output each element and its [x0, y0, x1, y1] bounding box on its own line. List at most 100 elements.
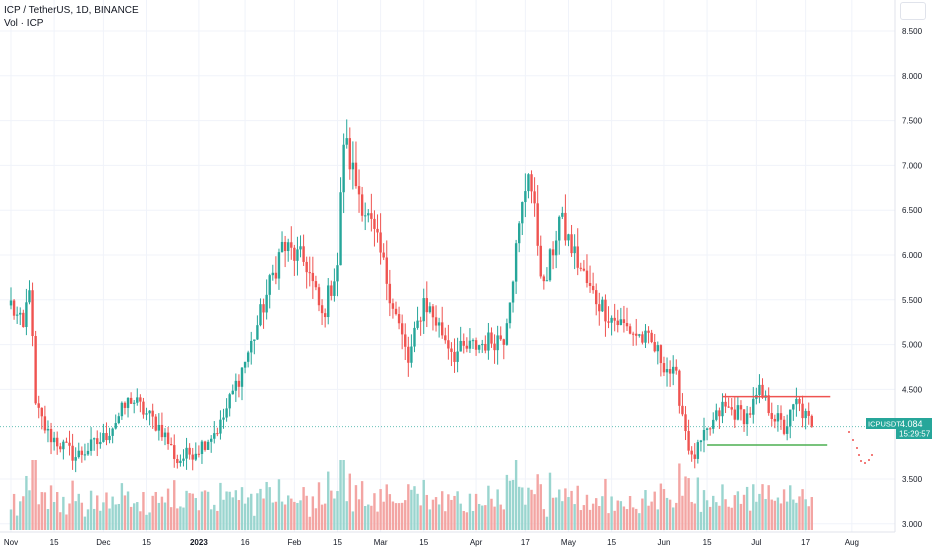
- candle-body: [388, 283, 392, 304]
- volume-bar: [237, 500, 241, 530]
- candle-body: [582, 268, 586, 271]
- volume-bar: [302, 487, 305, 530]
- volume-bar: [391, 501, 395, 530]
- volume-label[interactable]: Vol · ICP: [4, 18, 44, 29]
- grid-lines: [0, 0, 895, 532]
- candle-body: [43, 416, 47, 431]
- time-tick-label: Dec: [96, 538, 110, 547]
- volume-bar: [699, 511, 703, 530]
- candle-body: [795, 398, 798, 405]
- volume-bar: [250, 493, 253, 530]
- volume-bar: [111, 496, 114, 530]
- candle-body: [591, 285, 595, 291]
- volume-bar: [665, 497, 669, 530]
- candle-body: [699, 440, 703, 443]
- volume-bar: [105, 492, 108, 530]
- candle-body: [391, 303, 395, 309]
- candle-body: [364, 215, 367, 217]
- time-tick-label: Apr: [470, 538, 483, 547]
- price-tick-label: 6.500: [902, 206, 923, 215]
- volume-bar: [582, 505, 586, 530]
- time-tick-label: Jun: [658, 538, 671, 547]
- volume-bar: [804, 499, 807, 530]
- volume-bar: [99, 510, 102, 530]
- volume-bar: [145, 514, 148, 530]
- candle-body: [505, 323, 509, 345]
- candle-body: [456, 351, 459, 362]
- candle-body: [293, 247, 296, 261]
- volume-bar: [299, 500, 302, 530]
- candle-body: [407, 346, 410, 363]
- volume-bar: [431, 499, 435, 530]
- time-tick-label: 15: [419, 538, 428, 547]
- volume-bar: [696, 477, 700, 530]
- candle-body: [49, 428, 53, 443]
- volume-bar: [348, 473, 351, 530]
- volume-bar: [533, 494, 536, 530]
- price-tick-label: 3.500: [902, 475, 923, 484]
- volume-bar: [68, 503, 71, 530]
- candle-body: [123, 402, 127, 408]
- volume-bar: [268, 487, 271, 530]
- volume-bar: [425, 494, 428, 530]
- candle-body: [222, 417, 225, 420]
- candle-body: [767, 395, 770, 414]
- candle-body: [200, 441, 204, 454]
- volume-bar: [591, 503, 595, 530]
- volume-bar: [687, 478, 690, 530]
- candle-body: [148, 410, 151, 414]
- volume-bar: [601, 496, 604, 530]
- candle-body: [576, 246, 579, 268]
- candle-body: [810, 415, 813, 427]
- candle-body: [638, 334, 641, 336]
- candle-body: [484, 343, 487, 351]
- candle-body: [323, 313, 327, 318]
- candle-body: [422, 298, 425, 322]
- candle-body: [462, 340, 465, 346]
- time-tick-label: 17: [521, 538, 530, 547]
- candle-body: [139, 397, 142, 402]
- candle-body: [545, 280, 549, 282]
- candle-body: [561, 212, 564, 217]
- volume-bar: [373, 493, 376, 530]
- candle-body: [524, 191, 527, 203]
- candle-body: [579, 267, 582, 269]
- volume-bar: [527, 487, 530, 530]
- candle-body: [320, 305, 324, 314]
- volume-bar: [253, 515, 256, 530]
- candle-body: [477, 345, 481, 350]
- candle-body: [228, 394, 231, 409]
- candle-body: [672, 366, 675, 374]
- candle-body: [194, 453, 197, 460]
- volume-bar: [536, 474, 539, 530]
- volume-bar: [120, 483, 124, 530]
- price-axis[interactable]: 8.500 8.000 7.500 7.000 6.500 6.000 5.500 5.000…: [902, 27, 923, 529]
- time-tick-label: 15: [607, 538, 616, 547]
- symbol-title[interactable]: ICP / TetherUS, 1D, BINANCE: [4, 5, 139, 16]
- volume-bar: [416, 493, 419, 530]
- candle-body: [92, 438, 96, 440]
- volume-bar: [490, 498, 493, 530]
- candle-body: [511, 281, 515, 303]
- volume-bar: [351, 511, 355, 530]
- chart-settings-button[interactable]: [900, 2, 926, 20]
- volume-bar: [789, 485, 792, 530]
- volume-bar: [508, 480, 512, 530]
- candle-body: [705, 428, 709, 430]
- candle-body: [74, 457, 77, 461]
- candle-body: [299, 246, 302, 250]
- volume-bar: [798, 496, 801, 530]
- volume-bar: [200, 491, 204, 530]
- volume-bar: [564, 488, 567, 530]
- time-axis[interactable]: Nov 15 Dec 15 2023 16 Feb 15 Mar 15 Apr 17 May 15 Jun 1…: [4, 538, 859, 547]
- volume-bar: [742, 494, 746, 530]
- candle-body: [468, 340, 472, 349]
- volume-bar: [635, 508, 638, 530]
- volume-bar: [262, 498, 265, 530]
- candle-body: [496, 335, 499, 351]
- volume-bar: [114, 504, 117, 530]
- volume-bar: [530, 489, 533, 530]
- candle-body: [675, 366, 678, 371]
- candle-body: [394, 308, 398, 315]
